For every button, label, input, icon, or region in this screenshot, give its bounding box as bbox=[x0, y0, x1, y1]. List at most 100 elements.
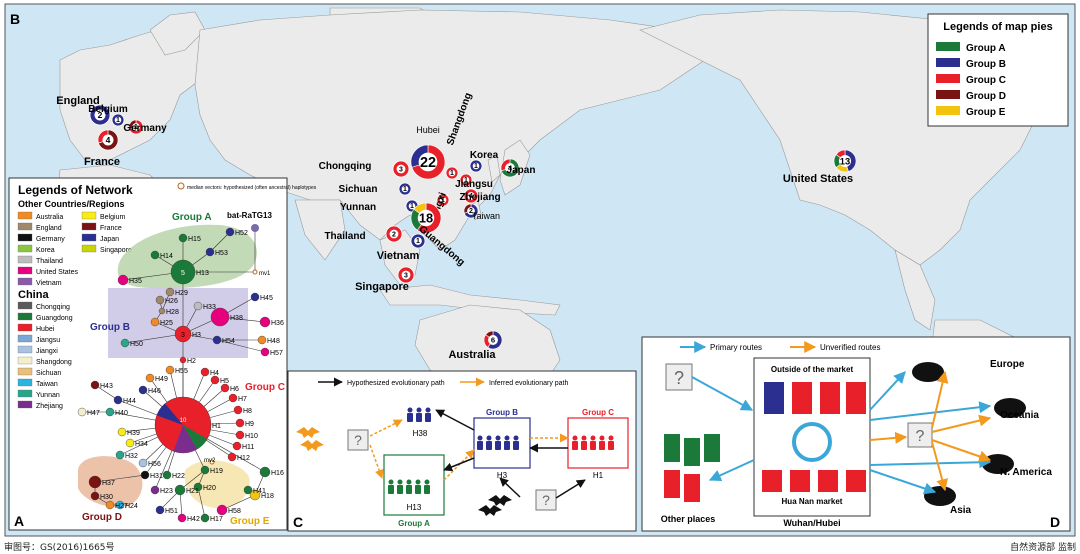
haplotype-node-h36 bbox=[259, 316, 271, 328]
panel-label-d: D bbox=[1050, 514, 1060, 530]
haplotype-label-h27: H27 bbox=[115, 503, 128, 510]
c-group-a-box bbox=[383, 454, 445, 516]
person-body bbox=[406, 485, 412, 494]
person-head bbox=[495, 435, 501, 441]
haplotype-label-h43: H43 bbox=[100, 383, 113, 390]
d-dest-label: Asia bbox=[950, 505, 972, 516]
d-other-building bbox=[684, 474, 700, 502]
d-route-arrow bbox=[869, 371, 906, 411]
place-label: Belgium bbox=[88, 104, 128, 115]
network-swatch bbox=[17, 356, 33, 365]
d-dest-label: Oceania bbox=[1000, 410, 1039, 421]
pie-count: 1 bbox=[464, 177, 468, 184]
pie-count: 18 bbox=[419, 211, 433, 226]
d-route-arrow bbox=[931, 370, 949, 429]
pie-center bbox=[467, 207, 475, 215]
haplotype-label-h9: H9 bbox=[245, 421, 254, 428]
haplotype-node-h57 bbox=[260, 347, 270, 357]
network-edge bbox=[94, 474, 146, 483]
person-body bbox=[407, 413, 413, 422]
pie-center bbox=[102, 134, 114, 146]
haplotype-label-h19: H19 bbox=[210, 468, 223, 475]
panel-label-b: B bbox=[10, 11, 20, 27]
network-label: Japan bbox=[100, 236, 119, 243]
network-swatch bbox=[17, 266, 33, 275]
haplotype-label-h49: H49 bbox=[155, 376, 168, 383]
network-swatch bbox=[17, 211, 33, 220]
haplotype-node-h28 bbox=[158, 307, 166, 315]
bat-icon bbox=[300, 440, 324, 451]
network-edge bbox=[179, 469, 206, 491]
network-swatch bbox=[17, 323, 33, 332]
network-edge bbox=[216, 339, 266, 353]
haplotype-label-h5: H5 bbox=[220, 378, 229, 385]
pie-count: 6 bbox=[491, 336, 495, 345]
person-body bbox=[388, 485, 394, 494]
place-label: Germany bbox=[123, 123, 167, 134]
pie-count: 1 bbox=[416, 238, 420, 245]
person-body bbox=[424, 485, 430, 494]
network-label: Germany bbox=[36, 236, 65, 243]
haplotype-label-h22: H22 bbox=[172, 473, 185, 480]
person-head bbox=[572, 435, 578, 441]
haplotype-node-h48 bbox=[257, 335, 267, 345]
d-building bbox=[792, 382, 812, 414]
haplotype-node-h44 bbox=[113, 395, 123, 405]
d-question-left-mark: ? bbox=[674, 368, 684, 388]
person-body bbox=[477, 441, 483, 450]
place-label: Australia bbox=[448, 349, 496, 361]
network-label: Hubei bbox=[36, 326, 55, 333]
haplotype-node-h55 bbox=[165, 365, 175, 375]
legend-swatch-group-b bbox=[936, 58, 960, 67]
d-question-left bbox=[665, 363, 693, 391]
haplotype-node-h6 bbox=[220, 383, 230, 393]
place-label: England bbox=[56, 95, 99, 107]
group-e-region bbox=[184, 460, 250, 509]
d-route-arrow bbox=[931, 439, 992, 463]
c-group-b: Group B bbox=[486, 408, 518, 417]
haplotype-node-h49 bbox=[145, 373, 155, 383]
legend-swatch-group-a bbox=[936, 42, 960, 51]
haplotype-node-h47 bbox=[77, 407, 87, 417]
map-pie-thailand: 2 Thailand bbox=[324, 225, 403, 243]
pie-center bbox=[401, 270, 411, 280]
network-swatch bbox=[81, 233, 97, 242]
d-dest-label: N. America bbox=[1000, 467, 1052, 478]
pie-count: 13 bbox=[840, 156, 850, 166]
haplotype-node-h42 bbox=[177, 513, 187, 523]
place-label: Korea bbox=[470, 150, 499, 161]
pie-count: 1 bbox=[474, 163, 478, 170]
network-label: Belgium bbox=[100, 214, 125, 221]
network-label: Taiwan bbox=[36, 381, 58, 388]
place-label: France bbox=[84, 156, 120, 168]
person-body bbox=[513, 441, 519, 450]
haplotype-label-h35: H35 bbox=[129, 278, 142, 285]
haplotype-node-h2 bbox=[179, 356, 187, 364]
c-group-a: Group A bbox=[398, 519, 430, 528]
d-market-stall bbox=[762, 470, 782, 492]
person-head bbox=[425, 407, 431, 413]
legend-label-group-a: Group A bbox=[966, 43, 1006, 54]
haplotype-label-h44: H44 bbox=[123, 398, 136, 405]
place-label: Japan bbox=[507, 165, 536, 176]
haplotype-node-h19 bbox=[200, 465, 210, 475]
haplotype-node-h34 bbox=[125, 438, 135, 448]
pie-center bbox=[408, 202, 416, 210]
haplotype-label-h24: H24 bbox=[125, 503, 138, 510]
network-swatch bbox=[81, 222, 97, 231]
network-swatch bbox=[17, 244, 33, 253]
haplotype-node-h11 bbox=[232, 441, 242, 451]
haplotype-node-h41 bbox=[243, 485, 253, 495]
haplotype-label-h7: H7 bbox=[238, 396, 247, 403]
d-market-stall bbox=[818, 470, 838, 492]
haplotype-node-h53 bbox=[205, 247, 215, 257]
person-head bbox=[581, 435, 587, 441]
network-swatch bbox=[17, 222, 33, 231]
haplotype-node-h26 bbox=[155, 295, 165, 305]
map-pie-belgium: 1 Belgium bbox=[88, 104, 128, 127]
c-question-1 bbox=[347, 429, 369, 451]
haplotype-label-h12: H12 bbox=[237, 455, 250, 462]
c-legend-1: Hypothesized evolutionary path bbox=[347, 380, 445, 387]
d-cycle-icon bbox=[792, 422, 832, 462]
